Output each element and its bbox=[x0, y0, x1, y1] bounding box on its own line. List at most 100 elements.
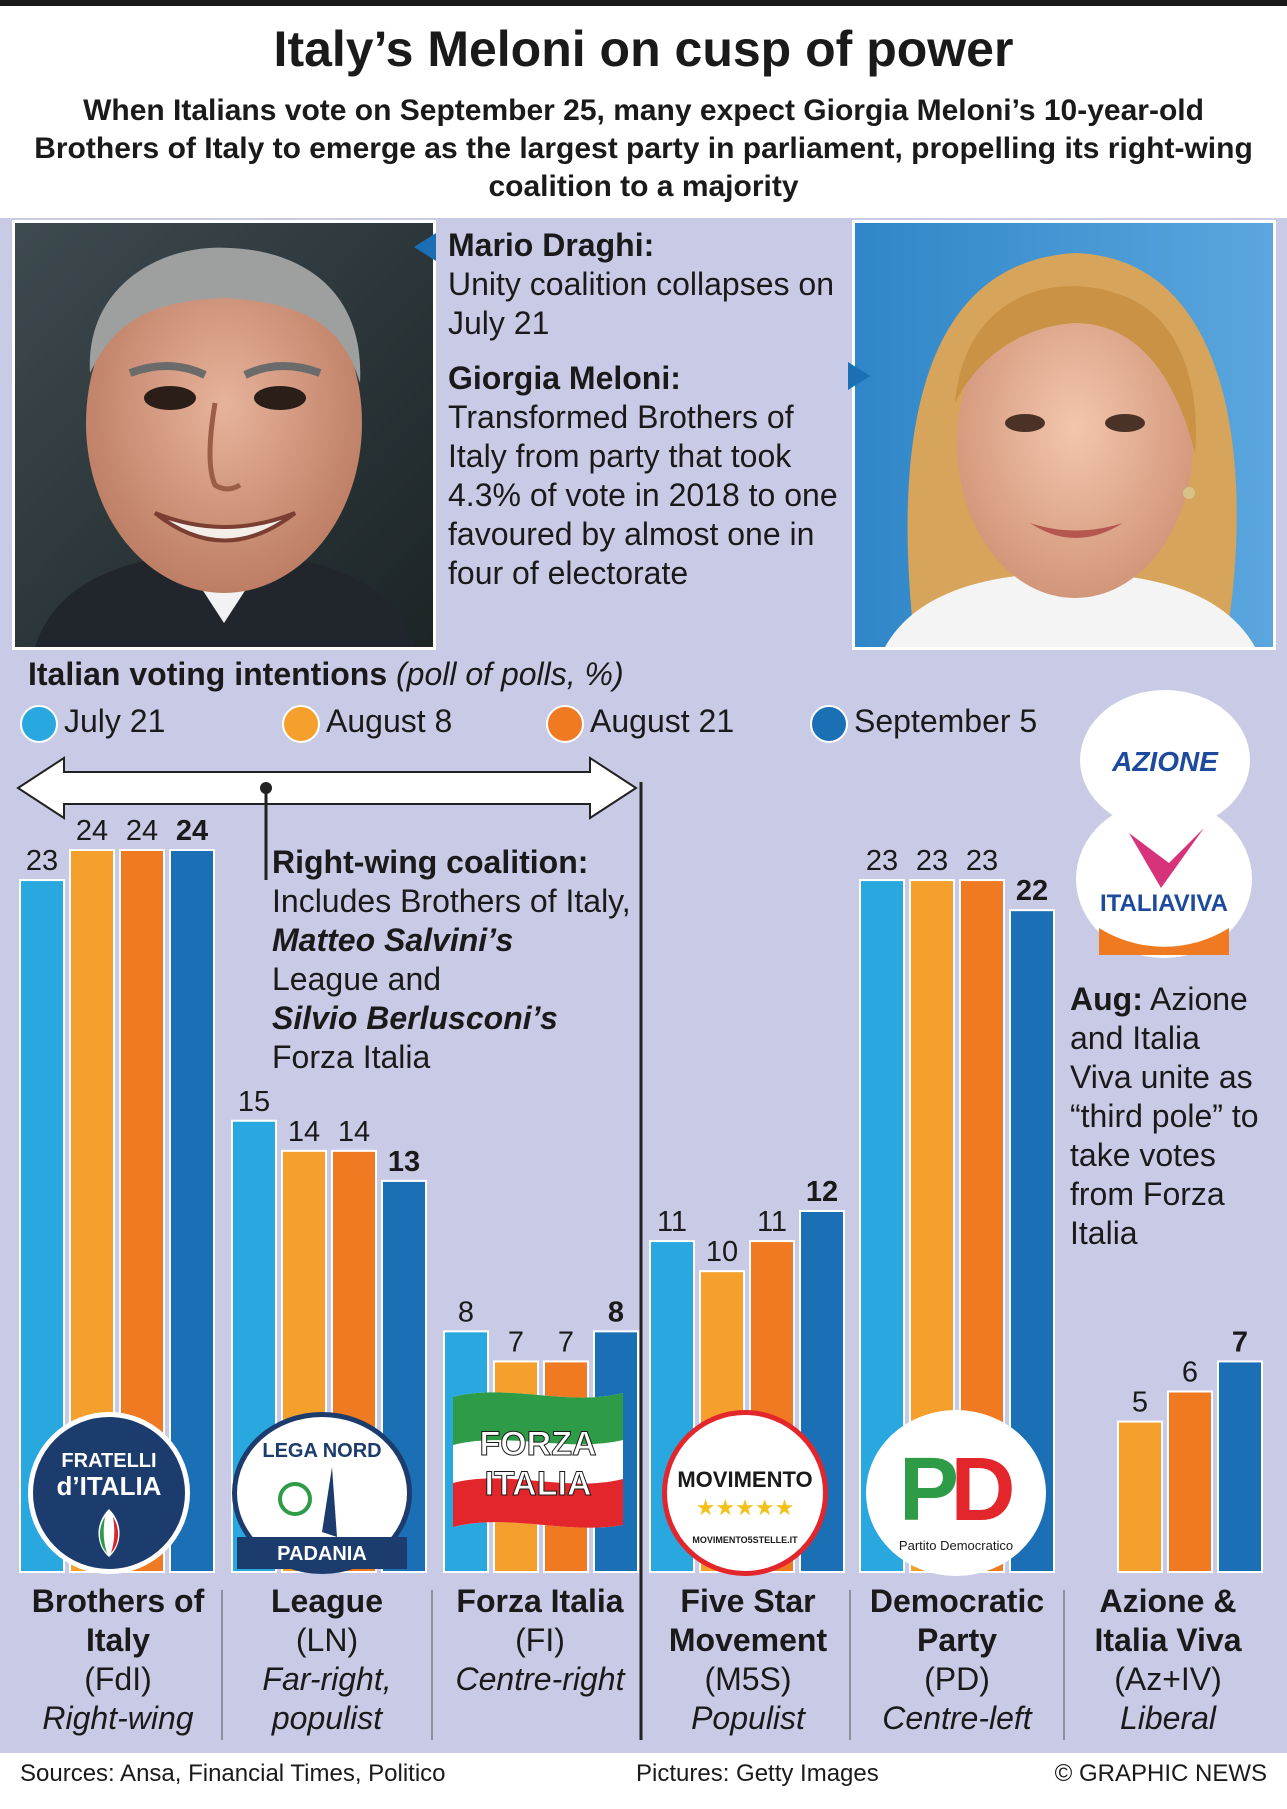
fdi-logo: FRATELLI d’ITALIA bbox=[28, 1412, 190, 1574]
pd-logo: P D Partito Democratico bbox=[866, 1410, 1046, 1576]
forza-italia-logo: FORZA ITALIA bbox=[453, 1392, 623, 1528]
lega-logo-top: LEGA NORD bbox=[262, 1440, 381, 1462]
party-label-fi: Forza Italia (FI) Centre-right bbox=[440, 1582, 640, 1699]
party-desc: Centre-right bbox=[455, 1661, 625, 1697]
party-desc: Far-right, populist bbox=[262, 1661, 392, 1736]
bar-value-label: 14 bbox=[288, 1116, 320, 1148]
bar-value-label: 23 bbox=[866, 845, 898, 877]
legend-swatch bbox=[282, 704, 320, 743]
draghi-name: Mario Draghi: bbox=[448, 227, 655, 263]
coalition-note-head: Right-wing coalition: bbox=[272, 844, 589, 880]
legend-title: Italian voting intentions (poll of polls… bbox=[28, 656, 624, 693]
meloni-photo bbox=[852, 220, 1276, 650]
coalition-note-line1: Includes Brothers of Italy, bbox=[272, 883, 631, 919]
bar-value-label: 7 bbox=[558, 1326, 574, 1358]
bar-value-label: 11 bbox=[657, 1206, 687, 1238]
party-label-fdi: Brothers of Italy (FdI) Right-wing bbox=[18, 1582, 218, 1738]
bar-value-label: 10 bbox=[706, 1236, 738, 1268]
bar-value-label: 24 bbox=[176, 815, 208, 847]
party-abbr: (LN) bbox=[295, 1622, 359, 1658]
legend-label: August 8 bbox=[326, 703, 453, 739]
legend-swatch bbox=[20, 704, 58, 743]
party-abbr: (Az+IV) bbox=[1114, 1661, 1222, 1697]
lega-logo-art: LEGA NORD PADANIA bbox=[237, 1440, 407, 1569]
bar-value-label: 24 bbox=[126, 815, 158, 847]
footer-credit: © GRAPHIC NEWS bbox=[1054, 1760, 1267, 1787]
party-name: Democratic Party bbox=[869, 1583, 1045, 1658]
coalition-note-line3: Forza Italia bbox=[272, 1039, 431, 1075]
fi-logo-line2: ITALIA bbox=[484, 1465, 591, 1503]
bar-value-label: 6 bbox=[1182, 1357, 1198, 1389]
bar-value-label: 11 bbox=[757, 1206, 787, 1238]
bar bbox=[1117, 1420, 1163, 1574]
party-label-league: League (LN) Far-right, populist bbox=[222, 1582, 432, 1738]
bar bbox=[1217, 1360, 1263, 1573]
coalition-note-berlusconi: Silvio Berlusconi’s bbox=[272, 1000, 558, 1036]
draghi-text: Unity coalition collapses on July 21 bbox=[448, 266, 834, 341]
legend-label: September 5 bbox=[854, 703, 1038, 739]
draghi-photo bbox=[12, 220, 436, 650]
party-desc: Right-wing bbox=[42, 1700, 194, 1736]
page-title: Italy’s Meloni on cusp of power bbox=[273, 21, 1014, 77]
party-abbr: (M5S) bbox=[704, 1661, 792, 1697]
coalition-note-line2: League and bbox=[272, 961, 442, 997]
m5s-logo-art: MOVIMENTO ★★★★★ MOVIMENTO5STELLE.IT bbox=[677, 1467, 812, 1545]
meloni-portrait-illustration bbox=[855, 223, 1273, 647]
party-abbr: (FI) bbox=[515, 1622, 565, 1658]
legend-swatch bbox=[546, 704, 584, 743]
bar-value-label: 23 bbox=[916, 845, 948, 877]
party-name: League bbox=[270, 1583, 384, 1619]
fi-logo-line1: FORZA bbox=[479, 1425, 596, 1463]
pointer-left-icon bbox=[414, 233, 436, 261]
legend-title-text: Italian voting intentions bbox=[28, 656, 388, 692]
m5s-stars-icon: ★★★★★ bbox=[696, 1495, 795, 1520]
bar-value-label: 23 bbox=[966, 845, 998, 877]
pd-logo-letter-p: P bbox=[899, 1440, 959, 1540]
footer-pictures: Pictures: Getty Images bbox=[636, 1760, 879, 1787]
profiles-text: Mario Draghi: Unity coalition collapses … bbox=[448, 226, 848, 593]
legend-item-august8: August 8 bbox=[282, 700, 453, 743]
meloni-profile: Giorgia Meloni: Transformed Brothers of … bbox=[448, 359, 848, 593]
pd-logo-name: Partito Democratico bbox=[899, 1538, 1013, 1553]
legend-item-august21: August 21 bbox=[546, 700, 735, 743]
bar-value-label: 7 bbox=[1232, 1326, 1248, 1358]
m5s-logo-name: MOVIMENTO bbox=[677, 1467, 812, 1492]
bar-value-label: 5 bbox=[1132, 1387, 1148, 1419]
italiaviva-logo-text: ITALIAVIVA bbox=[1100, 890, 1228, 917]
subtitle: When Italians vote on September 25, many… bbox=[34, 94, 1253, 203]
draghi-portrait-illustration bbox=[15, 223, 433, 647]
legend-swatch bbox=[810, 704, 848, 743]
m5s-logo-url: MOVIMENTO5STELLE.IT bbox=[692, 1535, 798, 1545]
bar-value-label: 15 bbox=[238, 1086, 270, 1118]
meloni-text: Transformed Brothers of Italy from party… bbox=[448, 399, 838, 591]
bar-value-label: 13 bbox=[388, 1146, 420, 1178]
legend-item-september5: September 5 bbox=[810, 700, 1038, 743]
bar-value-label: 8 bbox=[608, 1296, 624, 1328]
party-label-m5s: Five Star Movement (M5S) Populist bbox=[648, 1582, 848, 1738]
party-name: Five Star Movement bbox=[668, 1583, 828, 1658]
bar-value-label: 14 bbox=[338, 1116, 370, 1148]
party-desc: Centre-left bbox=[882, 1700, 1032, 1736]
party-name: Brothers of Italy bbox=[31, 1583, 205, 1658]
third-pole-head: Aug: bbox=[1070, 981, 1143, 1017]
footer-sources: Sources: Ansa, Financial Times, Politico bbox=[20, 1760, 446, 1787]
legend-label: August 21 bbox=[590, 703, 735, 739]
party-label-aziv: Azione & Italia Viva (Az+IV) Liberal bbox=[1068, 1582, 1268, 1738]
bar-value-label: 24 bbox=[76, 815, 108, 847]
party-desc: Liberal bbox=[1119, 1700, 1217, 1736]
lega-logo-bottom: PADANIA bbox=[277, 1543, 367, 1565]
top-rule bbox=[0, 0, 1287, 6]
party-abbr: (PD) bbox=[924, 1661, 990, 1697]
fdi-logo-art: FRATELLI d’ITALIA bbox=[57, 1450, 162, 1557]
meloni-name: Giorgia Meloni: bbox=[448, 360, 681, 396]
pointer-right-icon bbox=[848, 362, 870, 390]
fdi-logo-line2: d’ITALIA bbox=[57, 1471, 162, 1501]
azione-logo-text: AZIONE bbox=[1111, 746, 1219, 777]
party-abbr: (FdI) bbox=[84, 1661, 152, 1697]
coalition-note: Right-wing coalition: Includes Brothers … bbox=[272, 843, 632, 1077]
bar-value-label: 12 bbox=[806, 1176, 838, 1208]
azione-logo-art: AZIONE bbox=[1111, 746, 1219, 777]
pd-logo-art: P D Partito Democratico bbox=[899, 1440, 1016, 1553]
legend-title-note: (poll of polls, %) bbox=[396, 656, 624, 692]
